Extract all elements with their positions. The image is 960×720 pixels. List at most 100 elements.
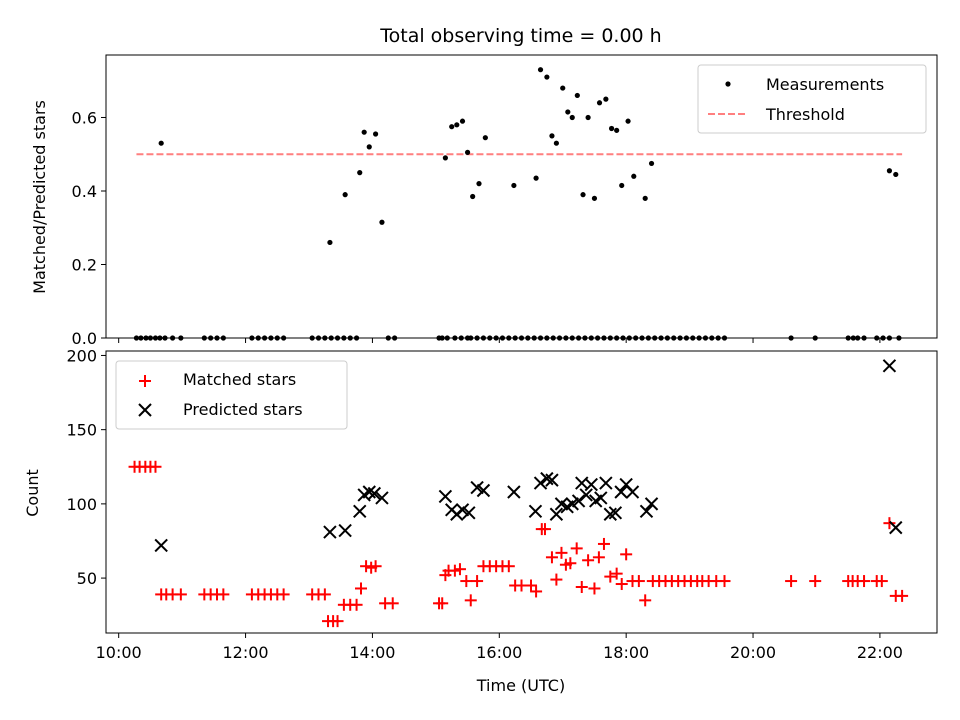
measurement-point	[444, 335, 450, 341]
measurement-point	[544, 335, 550, 341]
measurement-point	[560, 85, 566, 91]
top-y-tick-label: 0.6	[72, 108, 97, 127]
matched-star-point	[604, 570, 617, 583]
measurement-point	[334, 335, 341, 341]
predicted-star-point	[571, 494, 586, 508]
measurement-point	[648, 160, 655, 167]
measurement-point	[261, 335, 268, 341]
matched-star-point	[318, 588, 331, 601]
measurement-point	[588, 335, 594, 341]
measurement-point	[506, 335, 512, 341]
matched-star-point	[525, 579, 538, 592]
matched-star-point	[436, 597, 449, 610]
measurement-point	[482, 135, 488, 141]
measurement-point	[896, 335, 902, 341]
top-legend: Measurements Threshold	[697, 64, 927, 134]
matched-star-point	[386, 597, 399, 610]
measurement-point	[608, 125, 615, 132]
bottom-legend: Matched stars Predicted stars	[115, 360, 348, 430]
top-y-axis-label: Matched/Predicted stars	[30, 100, 49, 294]
matched-star-point	[564, 557, 577, 570]
measurement-point	[601, 335, 607, 341]
measurement-point	[342, 192, 348, 198]
measurement-point	[178, 335, 184, 341]
measurement-point	[274, 335, 280, 341]
measurement-point	[788, 335, 794, 341]
predicted-star-point	[579, 488, 593, 502]
predicted-star-point	[438, 489, 453, 504]
measurement-point	[379, 219, 385, 225]
measurement-point	[361, 129, 367, 135]
measurement-point	[249, 335, 255, 341]
matched-star-point	[858, 575, 871, 588]
bottom-x-tick-label: 14:00	[349, 643, 395, 662]
predicted-star-point	[644, 497, 659, 511]
predicted-star-point	[549, 507, 564, 521]
measurement-point	[861, 335, 867, 341]
predicted-star-point	[476, 483, 491, 498]
measurement-point	[353, 335, 360, 341]
bottom-x-tick-label: 18:00	[603, 643, 649, 662]
measurement-point	[512, 335, 518, 341]
measurement-point	[591, 195, 598, 201]
bottom-x-tick-label: 20:00	[730, 643, 776, 662]
predicted-star-point	[584, 477, 598, 492]
matched-star-point	[588, 582, 601, 595]
legend-matched-marker	[139, 375, 151, 387]
matched-star-point	[550, 573, 563, 586]
matched-star-point	[502, 560, 515, 573]
measurement-point	[585, 114, 591, 121]
measurement-point	[133, 335, 140, 341]
measurement-point	[631, 173, 637, 179]
measurement-point	[138, 335, 144, 341]
measurement-point	[664, 335, 671, 341]
measurement-point	[533, 175, 539, 181]
measurement-point	[603, 96, 609, 102]
measurement-point	[855, 335, 861, 341]
measurement-point	[614, 335, 620, 341]
predicted-star-point	[889, 520, 903, 535]
legend-measurements-label: Measurements	[766, 75, 884, 94]
measurement-point	[639, 335, 645, 341]
measurement-point	[315, 335, 322, 341]
measurement-point	[574, 92, 580, 99]
measurement-point	[309, 335, 315, 341]
measurement-point	[595, 335, 601, 341]
measurement-point	[683, 335, 690, 341]
measurement-point	[452, 335, 458, 341]
measurement-point	[886, 335, 893, 341]
legend-predicted-label: Predicted stars	[183, 400, 303, 419]
predicted-star-point	[639, 504, 654, 519]
matched-star-point	[575, 580, 588, 593]
measurement-point	[658, 335, 664, 341]
measurement-point	[563, 335, 569, 341]
bottom-plot-area	[105, 350, 938, 634]
matched-star-point	[538, 523, 551, 536]
measurement-point	[549, 133, 555, 139]
predicted-star-point	[362, 485, 376, 499]
predicted-star-point	[154, 538, 168, 553]
measurement-point	[493, 335, 499, 341]
measurement-point	[143, 335, 149, 341]
top-y-tick-label: 0.0	[72, 329, 97, 348]
measurement-point	[645, 335, 651, 341]
bottom-x-ticks: 10:00 12:00 14:00 16:00 18:00 20:00 22:00	[96, 633, 903, 662]
predicted-star-point	[603, 507, 618, 521]
matched-star-point	[597, 537, 610, 550]
measurement-point	[162, 335, 168, 341]
matched-star-point	[355, 582, 368, 595]
bottom-y-tick-label: 100	[66, 495, 97, 514]
measurement-point	[893, 171, 899, 178]
bottom-x-tick-label: 16:00	[476, 643, 522, 662]
measurement-point	[459, 118, 466, 124]
predicted-star-points	[154, 359, 903, 553]
measurement-point	[582, 335, 588, 341]
matched-star-point	[174, 588, 187, 601]
bottom-x-tick-label: 22:00	[857, 643, 903, 662]
measurement-point	[357, 170, 363, 176]
matched-star-point	[582, 554, 595, 567]
bottom-x-tick-label: 12:00	[223, 643, 269, 662]
measurement-point	[208, 335, 214, 341]
matched-star-point	[632, 575, 645, 588]
